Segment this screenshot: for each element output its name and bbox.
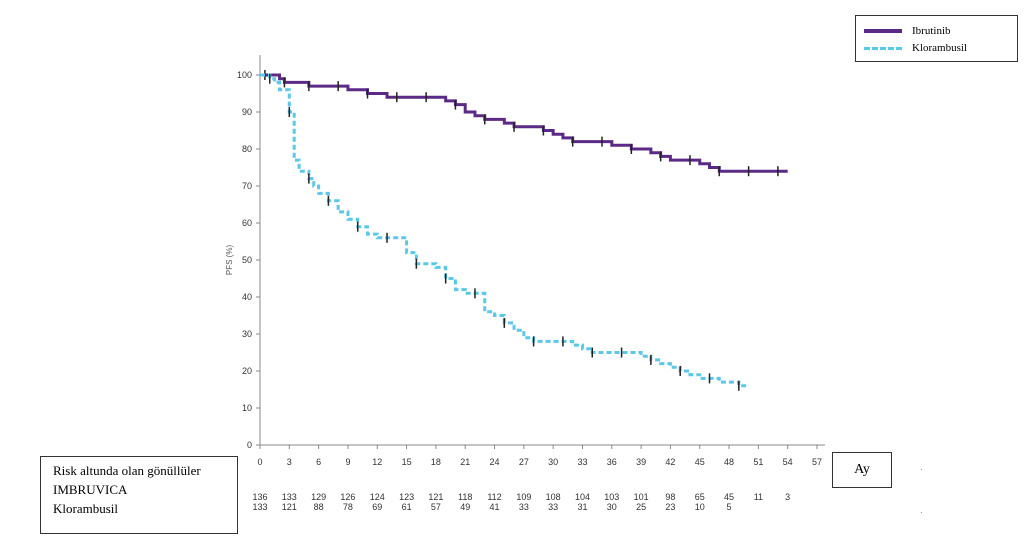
risk-count-imbruvica: 98 [665, 492, 676, 502]
risk-count-imbruvica: 118 [458, 492, 473, 502]
y-tick-label: 70 [242, 181, 252, 191]
x-tick-label: 3 [287, 457, 292, 467]
x-tick-label: 36 [607, 457, 617, 467]
x-tick-label: 27 [519, 457, 529, 467]
x-tick-label: 12 [372, 457, 382, 467]
risk-count-klorambusil: 41 [489, 502, 500, 512]
x-tick-label: 15 [402, 457, 412, 467]
risk-count-klorambusil: 10 [694, 502, 705, 512]
risk-count-klorambusil: 5 [726, 502, 732, 512]
x-axis-title-text: Ay [854, 462, 870, 477]
risk-count-imbruvica: 103 [604, 492, 620, 502]
risk-count-klorambusil: 31 [577, 502, 588, 512]
risk-count-imbruvica: 112 [487, 492, 502, 502]
series-line-ibrutinib [260, 73, 788, 173]
x-tick-label: 39 [636, 457, 646, 467]
decorative-dot: . [920, 462, 923, 473]
x-tick-label: 21 [460, 457, 470, 467]
y-tick-label: 0 [247, 440, 252, 450]
legend-item-ibrutinib: Ibrutinib [864, 24, 951, 38]
risk-count-klorambusil: 33 [518, 502, 529, 512]
x-tick-label: 9 [345, 457, 350, 467]
legend-label-klorambusil: Klorambusil [912, 42, 967, 54]
y-tick-label: 50 [242, 255, 252, 265]
risk-count-klorambusil: 30 [606, 502, 617, 512]
risk-count-klorambusil: 69 [372, 502, 383, 512]
risk-count-imbruvica: 126 [340, 492, 356, 502]
risk-count-imbruvica: 123 [399, 492, 415, 502]
risk-count-klorambusil: 121 [281, 502, 297, 512]
risk-count-klorambusil: 88 [313, 502, 324, 512]
legend-label-ibrutinib: Ibrutinib [912, 25, 951, 37]
risk-count-imbruvica: 124 [369, 492, 385, 502]
risk-count-imbruvica: 133 [281, 492, 297, 502]
x-tick-label: 30 [548, 457, 558, 467]
risk-count-imbruvica: 104 [574, 492, 590, 502]
risk-count-klorambusil: 61 [401, 502, 412, 512]
x-tick-label: 51 [753, 457, 763, 467]
x-tick-label: 0 [257, 457, 262, 467]
risk-table-title: Risk altunda olan gönüllüler [53, 463, 201, 478]
risk-count-imbruvica: 136 [252, 492, 268, 502]
risk-count-imbruvica: 129 [311, 492, 327, 502]
risk-count-imbruvica: 121 [428, 492, 444, 502]
risk-count-imbruvica: 11 [753, 492, 764, 502]
y-tick-label: 80 [242, 144, 252, 154]
risk-count-klorambusil: 23 [665, 502, 676, 512]
risk-count-klorambusil: 57 [430, 502, 441, 512]
x-tick-label: 57 [812, 457, 822, 467]
legend-swatch-klorambusil [864, 46, 902, 50]
x-tick-label: 54 [783, 457, 793, 467]
y-tick-label: 30 [242, 329, 252, 339]
risk-count-imbruvica: 108 [545, 492, 561, 502]
risk-count-klorambusil: 25 [636, 502, 647, 512]
y-tick-label: 100 [237, 70, 252, 80]
x-tick-label: 24 [490, 457, 500, 467]
risk-row-label-imbruvica: IMBRUVICA [53, 482, 128, 497]
risk-row-label-klorambusil: Klorambusil [53, 501, 118, 516]
risk-count-klorambusil: 133 [252, 502, 268, 512]
risk-count-imbruvica: 109 [516, 492, 532, 502]
x-tick-label: 6 [316, 457, 321, 467]
risk-count-klorambusil: 78 [342, 502, 353, 512]
y-tick-label: 40 [242, 292, 252, 302]
x-tick-label: 42 [665, 457, 675, 467]
risk-table-legend: Risk altunda olan gönüllüler IMBRUVICA K… [40, 456, 238, 534]
x-tick-label: 45 [695, 457, 705, 467]
risk-count-klorambusil: 49 [460, 502, 471, 512]
legend-item-klorambusil: Klorambusil [864, 41, 967, 55]
legend-swatch-ibrutinib [864, 29, 902, 33]
risk-count-klorambusil: 33 [548, 502, 559, 512]
y-axis-label: PFS (%) [225, 245, 234, 276]
risk-count-imbruvica: 65 [694, 492, 705, 502]
y-tick-label: 60 [242, 218, 252, 228]
y-tick-label: 90 [242, 107, 252, 117]
x-tick-label: 18 [431, 457, 441, 467]
y-tick-label: 20 [242, 366, 252, 376]
x-tick-label: 48 [724, 457, 734, 467]
risk-count-imbruvica: 45 [724, 492, 735, 502]
risk-count-imbruvica: 101 [633, 492, 649, 502]
x-tick-label: 33 [577, 457, 587, 467]
risk-count-imbruvica: 3 [785, 492, 791, 502]
x-axis-title: Ay [832, 452, 892, 488]
decorative-dot: . [920, 505, 923, 516]
legend: Ibrutinib Klorambusil [855, 15, 1018, 62]
y-tick-label: 10 [242, 403, 252, 413]
